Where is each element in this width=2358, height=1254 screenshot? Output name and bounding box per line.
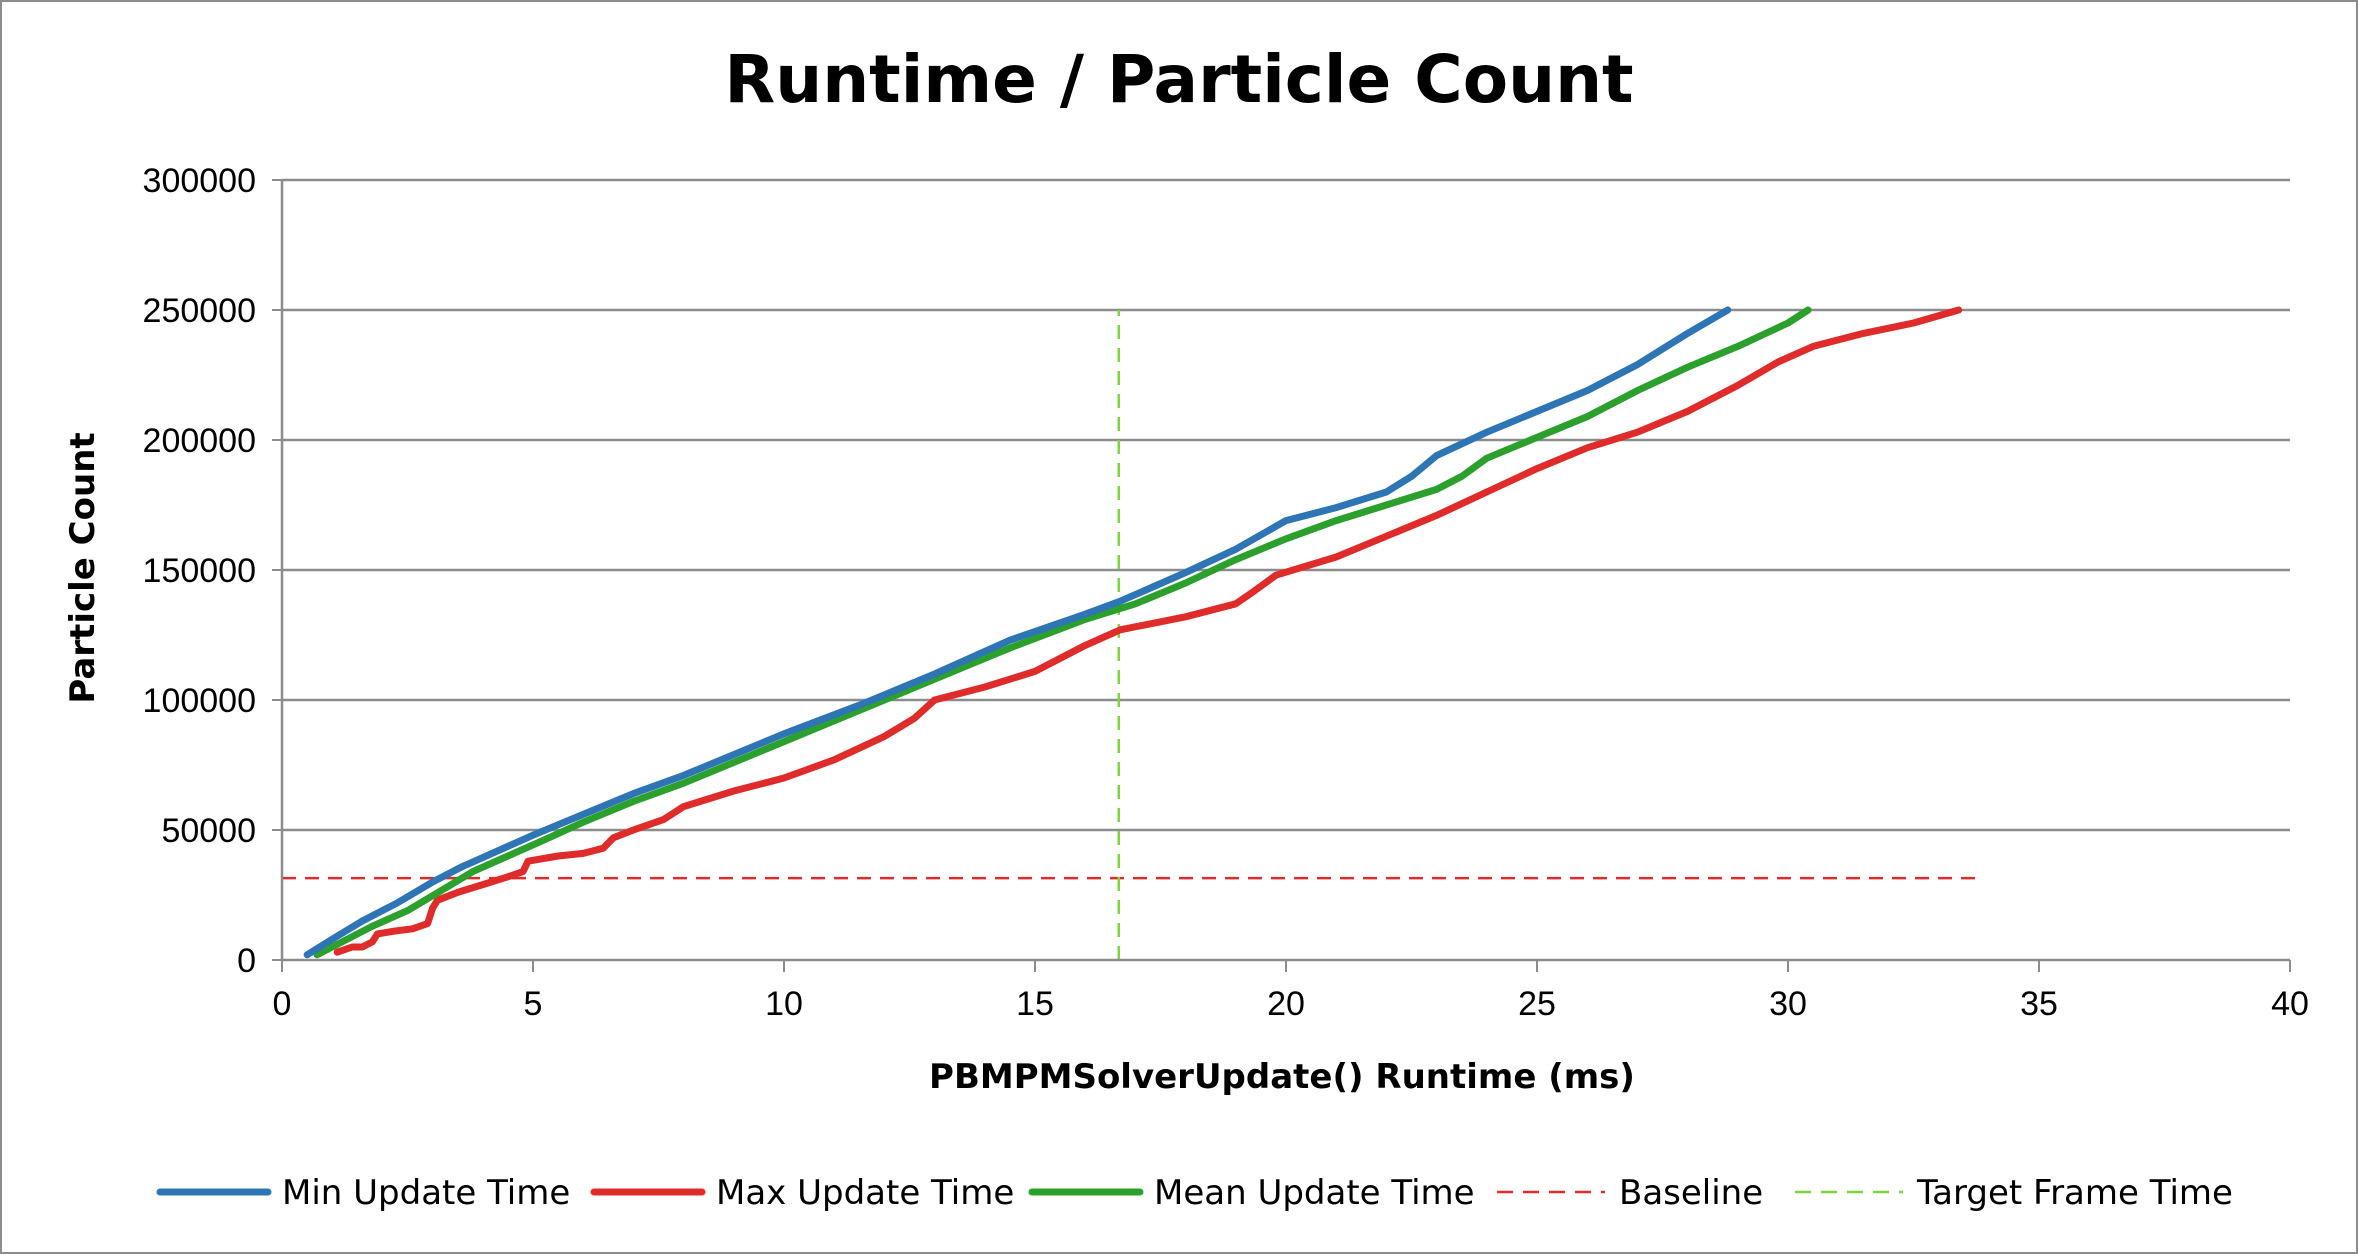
series-layer <box>303 306 1963 959</box>
grid-layer <box>282 178 2290 832</box>
x-tick-label-0: 0 <box>273 985 292 1023</box>
x-tick-label-7: 35 <box>2020 985 2058 1023</box>
legend-label-min: Min Update Time <box>282 1173 570 1213</box>
x-tick-label-8: 40 <box>2271 985 2309 1023</box>
reference-lines <box>282 310 1979 960</box>
y-tick-label-4: 200000 <box>143 422 256 460</box>
legend-label-baseline: Baseline <box>1619 1173 1763 1213</box>
series-line-max <box>333 306 1963 956</box>
y-tick-label-2: 100000 <box>143 682 256 720</box>
y-tick-label-6: 300000 <box>143 162 256 200</box>
y-tick-label-1: 50000 <box>161 812 256 850</box>
x-tick-label-5: 25 <box>1518 985 1556 1023</box>
x-tick-label-4: 20 <box>1267 985 1305 1023</box>
x-tick-label-6: 30 <box>1769 985 1807 1023</box>
legend-label-mean: Mean Update Time <box>1154 1173 1475 1213</box>
x-tick-label-1: 5 <box>524 985 543 1023</box>
y-tick-label-5: 250000 <box>143 292 256 330</box>
x-axis-title: PBMPMSolverUpdate() Runtime (ms) <box>929 1057 1635 1097</box>
series-line-mean <box>313 306 1812 959</box>
y-tick-label-0: 0 <box>237 942 256 980</box>
x-tick-label-2: 10 <box>765 985 803 1023</box>
chart-title: Runtime / Particle Count <box>724 41 1633 118</box>
legend-label-max: Max Update Time <box>716 1173 1014 1213</box>
legend: Min Update Time Max Update Time Mean Updat… <box>156 1173 2233 1213</box>
series-line-min <box>303 306 1732 959</box>
axis-layer: 0 50000 100000 150000 200000 250000 300000 0 5 10… <box>143 162 2309 1023</box>
y-tick-label-3: 150000 <box>143 552 256 590</box>
legend-label-target: Target Frame Time <box>1916 1173 2233 1213</box>
x-tick-label-3: 15 <box>1016 985 1054 1023</box>
y-axis-title: Particle Count <box>63 432 103 703</box>
